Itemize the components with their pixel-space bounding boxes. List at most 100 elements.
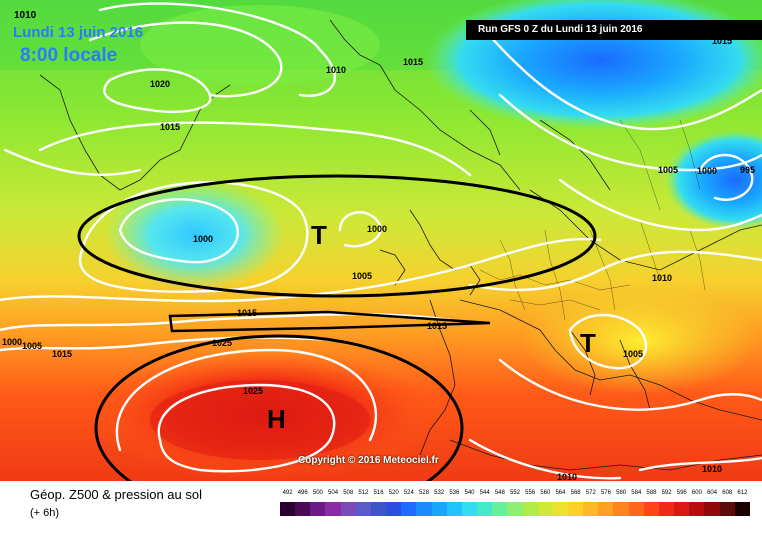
- colorscale-tick: 596: [676, 490, 687, 496]
- time-label: 8:00 locale: [20, 45, 118, 66]
- isobar-label: 1000: [697, 166, 717, 176]
- colorscale-tick: 584: [631, 490, 642, 496]
- colorscale-swatch: [628, 502, 644, 516]
- low-annotation-ellipse: [77, 174, 597, 298]
- isobar-label: 1010: [557, 472, 577, 481]
- colorscale-tick: 548: [494, 490, 505, 496]
- isobar-label: 1005: [22, 341, 42, 351]
- isobar-label: 1010: [14, 10, 37, 21]
- pressure-letter-high-azores: H: [267, 404, 286, 434]
- pressure-letter-low-atlantic: T: [311, 220, 327, 250]
- colorscale-tick: 580: [616, 490, 627, 496]
- isobar-label: 1000: [193, 234, 213, 244]
- colorscale-tick: 496: [297, 490, 308, 496]
- colorscale-labels: 492 496 500 504 508 512 516 520 524 528 532 536 540 5…: [280, 490, 750, 500]
- weather-map: 1010 1020 1015 1010 1015 1015 1005 1000 …: [0, 0, 762, 481]
- colorscale-tick: 504: [328, 490, 339, 496]
- colorscale-tick: 572: [585, 490, 596, 496]
- colorscale-swatch: [461, 502, 478, 516]
- colorscale-tick: 612: [737, 490, 748, 496]
- map-title: Géop. Z500 & pression au sol: [30, 487, 202, 502]
- isobar-label: 1000: [367, 224, 387, 234]
- colorscale-swatch: [386, 502, 402, 516]
- isobar-label: 1015: [427, 321, 447, 331]
- arrow-annotation: [168, 310, 491, 333]
- isobar-label: 1015: [52, 349, 72, 359]
- run-info-banner: Run GFS 0 Z du Lundi 13 juin 2016: [466, 20, 762, 40]
- colorscale-swatch: [522, 502, 538, 516]
- colorscale-tick: 568: [570, 490, 581, 496]
- isobar-label: 1015: [403, 57, 423, 67]
- colorscale-tick: 592: [661, 490, 672, 496]
- isobar-label: 1020: [150, 79, 170, 89]
- colorscale-swatch: [477, 502, 493, 516]
- colorscale-swatch: [295, 502, 311, 516]
- colorscale-bar: [280, 502, 750, 516]
- colorscale-swatch: [613, 502, 629, 516]
- colorscale-tick: 492: [282, 490, 293, 496]
- colorscale-swatch: [658, 502, 675, 516]
- isobar-label: 995: [740, 165, 755, 175]
- borders: [479, 119, 706, 321]
- colorscale-tick: 576: [600, 490, 611, 496]
- isobar-label: 1010: [652, 273, 672, 283]
- colorscale-tick: 604: [707, 490, 718, 496]
- colorscale-tick: 500: [312, 490, 323, 496]
- colorscale-swatch: [370, 502, 387, 516]
- run-info-label: Run GFS 0 Z du Lundi 13 juin 2016: [478, 24, 643, 35]
- colorscale-swatch: [416, 502, 432, 516]
- colorscale-swatch: [537, 502, 553, 516]
- pressure-letter-low-balkans: T: [580, 328, 596, 358]
- colorscale-tick: 532: [434, 490, 445, 496]
- isobar-label: 1010: [326, 65, 346, 75]
- colorscale-swatch: [310, 502, 326, 516]
- colorscale-swatch: [598, 502, 614, 516]
- isobar-label: 1015: [712, 36, 732, 46]
- colorscale-tick: 588: [646, 490, 657, 496]
- colorscale-swatch: [492, 502, 508, 516]
- colorscale-swatch: [674, 502, 690, 516]
- isobar-label: 1005: [352, 271, 372, 281]
- high-annotation-ellipse: [94, 334, 464, 481]
- colorscale-swatch: [446, 502, 462, 516]
- colorscale-tick: 536: [449, 490, 460, 496]
- colorscale-tick: 540: [464, 490, 475, 496]
- forecast-offset: (+ 6h): [30, 507, 60, 519]
- isobar-label: 1005: [658, 165, 678, 175]
- colorscale-tick: 516: [373, 490, 384, 496]
- copyright-label: Copyright © 2016 Meteociel.fr: [298, 455, 439, 466]
- annotations: [77, 174, 597, 481]
- colorscale-swatch: [734, 502, 750, 516]
- isobar-label: 1025: [212, 338, 232, 348]
- colorscale-swatch: [689, 502, 705, 516]
- colorscale-swatch: [643, 502, 659, 516]
- colorscale-swatch: [552, 502, 568, 516]
- colorscale-tick: 524: [403, 490, 414, 496]
- colorscale-tick: 556: [525, 490, 536, 496]
- colorscale-swatch: [431, 502, 447, 516]
- isobar-label: 1010: [702, 464, 722, 474]
- colorscale-tick: 608: [722, 490, 733, 496]
- colorscale-swatch: [280, 502, 296, 516]
- colorscale-swatch: [401, 502, 417, 516]
- colorscale-tick: 560: [540, 490, 551, 496]
- isobar-label: 1005: [623, 349, 643, 359]
- colorscale-swatch: [567, 502, 584, 516]
- colorscale-swatch: [583, 502, 599, 516]
- colorscale-swatch: [325, 502, 341, 516]
- colorscale-tick: 528: [419, 490, 430, 496]
- colorscale-tick: 544: [479, 490, 490, 496]
- date-label: Lundi 13 juin 2016: [13, 24, 144, 41]
- isobar-label: 1015: [160, 122, 180, 132]
- colorscale-tick: 552: [509, 490, 520, 496]
- colorscale-tick: 520: [388, 490, 399, 496]
- colorscale-swatch: [340, 502, 356, 516]
- legend-footer: Géop. Z500 & pression au sol (+ 6h) 492 4…: [0, 481, 762, 541]
- colorscale-swatch: [355, 502, 371, 516]
- colorscale-tick: 508: [343, 490, 354, 496]
- colorscale-swatch: [507, 502, 523, 516]
- isobar-label: 1025: [243, 386, 263, 396]
- isobar-label: 1000: [2, 337, 22, 347]
- colorscale-tick: 600: [691, 490, 702, 496]
